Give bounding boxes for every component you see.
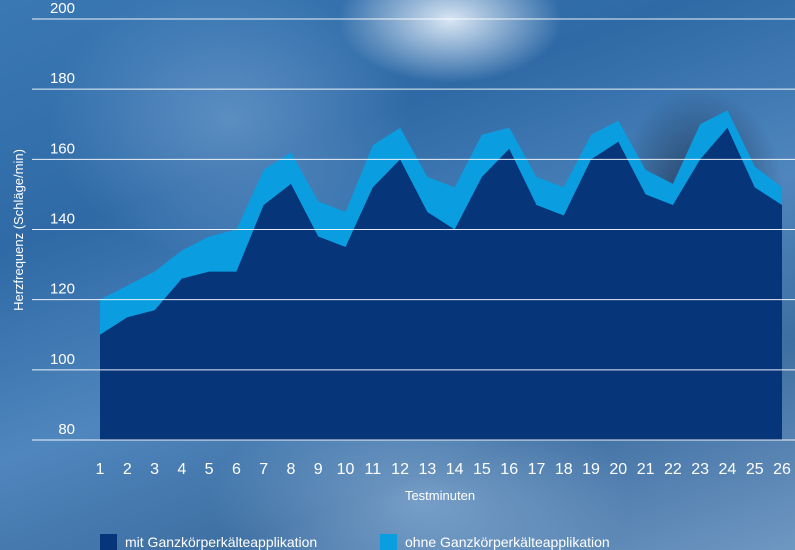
y-tick-label: 160 bbox=[50, 140, 75, 157]
x-tick-label: 23 bbox=[691, 461, 709, 478]
chart-areas bbox=[100, 110, 782, 440]
y-tick-label: 80 bbox=[58, 421, 75, 438]
x-tick-label: 16 bbox=[500, 461, 518, 478]
x-tick-label: 3 bbox=[150, 461, 159, 478]
legend-swatch-ohne bbox=[380, 534, 397, 550]
x-tick-label: 5 bbox=[205, 461, 214, 478]
x-tick-label: 6 bbox=[232, 461, 241, 478]
x-tick-label: 2 bbox=[123, 461, 132, 478]
x-tick-label: 12 bbox=[391, 461, 409, 478]
x-tick-label: 9 bbox=[314, 461, 323, 478]
x-tick-label: 21 bbox=[637, 461, 655, 478]
x-tick-label: 10 bbox=[337, 461, 355, 478]
legend: mit Ganzkörperkälteapplikation ohne Ganz… bbox=[100, 534, 610, 550]
x-tick-label: 8 bbox=[287, 461, 296, 478]
y-tick-label: 140 bbox=[50, 211, 75, 228]
x-tick-label: 11 bbox=[364, 461, 381, 478]
y-tick-label: 180 bbox=[50, 70, 75, 87]
x-axis-ticks: 1 2 3 4 5 6 7 8 9 10 11 12 13 14 15 16 17 18 19 20 21 22 23 24 2… bbox=[96, 461, 791, 478]
legend-label-ohne: ohne Ganzkörperkälteapplikation bbox=[405, 534, 610, 550]
x-tick-label: 17 bbox=[528, 461, 546, 478]
x-axis-title: Testminuten bbox=[405, 488, 475, 503]
x-tick-label: 1 bbox=[96, 461, 105, 478]
x-tick-label: 20 bbox=[609, 461, 627, 478]
x-tick-label: 15 bbox=[473, 461, 491, 478]
x-tick-label: 18 bbox=[555, 461, 573, 478]
x-tick-label: 13 bbox=[418, 461, 436, 478]
legend-label-mit: mit Ganzkörperkälteapplikation bbox=[125, 534, 317, 550]
legend-swatch-mit bbox=[100, 534, 117, 550]
x-tick-label: 22 bbox=[664, 461, 682, 478]
y-axis-ticks: 80 100 120 140 160 180 200 bbox=[50, 0, 75, 438]
x-tick-label: 24 bbox=[719, 461, 737, 478]
y-tick-label: 200 bbox=[50, 0, 75, 17]
x-tick-label: 14 bbox=[446, 461, 464, 478]
y-tick-label: 100 bbox=[50, 351, 75, 368]
x-tick-label: 4 bbox=[177, 461, 186, 478]
x-tick-label: 19 bbox=[582, 461, 600, 478]
x-tick-label: 26 bbox=[773, 461, 791, 478]
x-tick-label: 25 bbox=[746, 461, 764, 478]
chart-gridlines bbox=[32, 18, 795, 441]
x-tick-label: 7 bbox=[259, 461, 268, 478]
y-axis-title: Herzfrequenz (Schläge/min) bbox=[11, 149, 26, 311]
area-series-mit bbox=[100, 127, 782, 440]
y-tick-label: 120 bbox=[50, 281, 75, 298]
